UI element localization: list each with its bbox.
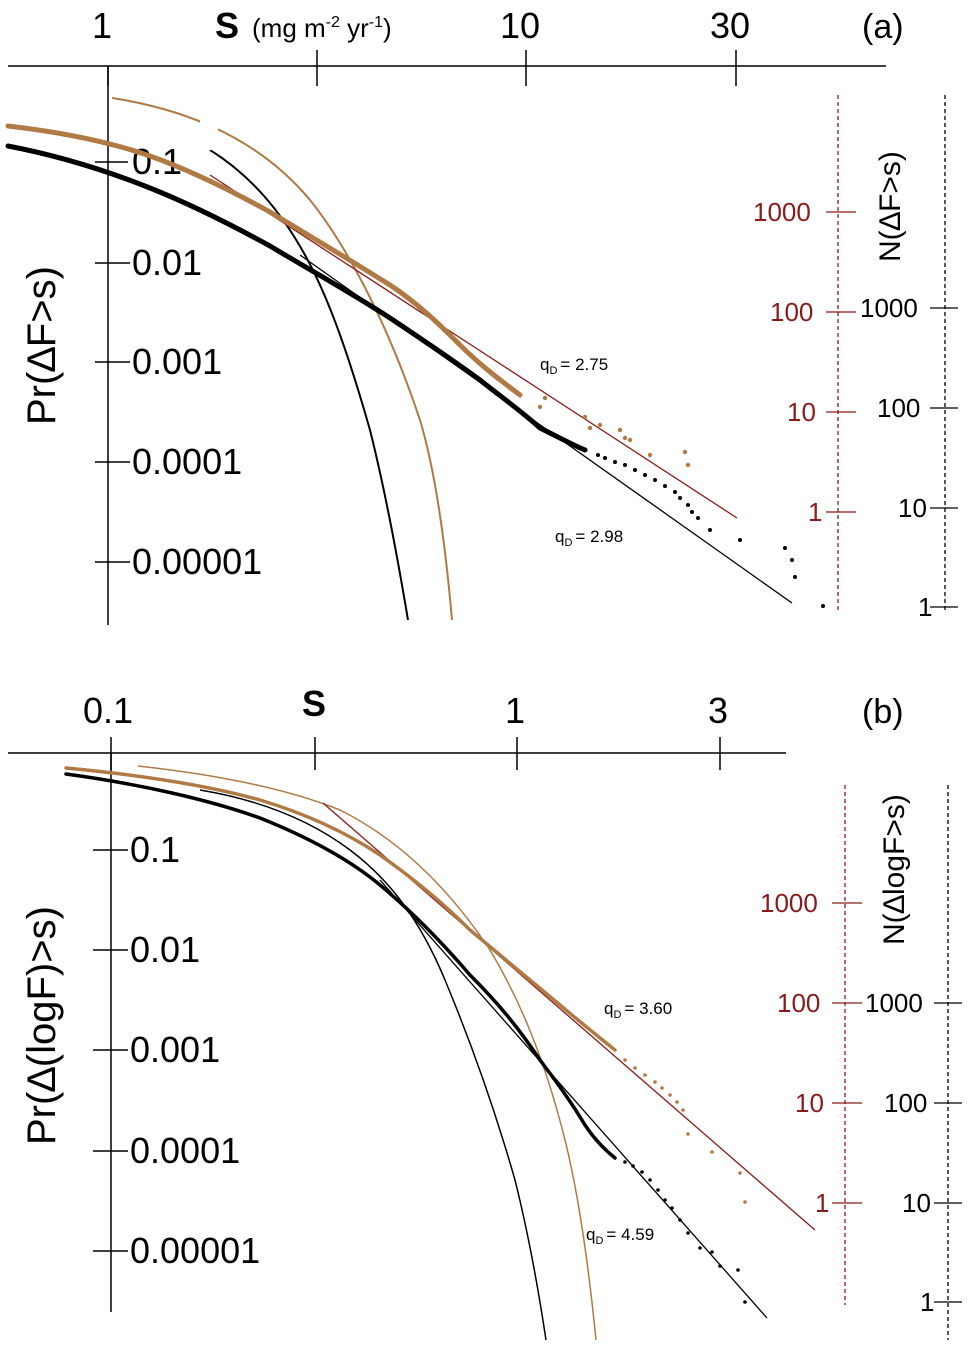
right-tick-b-black-10: 10 xyxy=(902,1188,931,1218)
x-unit-a: (mg m-2 yr-1) xyxy=(252,13,392,43)
right-tick-b-red-1000: 1000 xyxy=(760,888,818,918)
right-tick-b-black-100: 100 xyxy=(884,1088,927,1118)
right-tick-a-red-1: 1 xyxy=(808,497,822,527)
series-b-black-fit xyxy=(379,879,768,1319)
x-tick-label-b-1: 1 xyxy=(505,690,525,731)
y-tick-label-a-0.01: 0.01 xyxy=(132,242,202,283)
right-tick-a-red-10: 10 xyxy=(787,397,816,427)
y-ticks-a xyxy=(95,161,130,563)
right-tick-b-red-100: 100 xyxy=(777,988,820,1018)
right-axis-title-a: N(∆F>s) xyxy=(874,151,907,262)
y-tick-label-a-0.00001: 0.00001 xyxy=(132,541,262,582)
right-tick-a-black-10: 10 xyxy=(898,493,927,523)
annotation-a-brown: qD = 2.75 xyxy=(540,355,608,377)
y-axis-title-a: Pr(∆F>s) xyxy=(20,266,64,425)
y-tick-label-b-0.001: 0.001 xyxy=(130,1029,220,1070)
series-a-brown-exponential xyxy=(111,97,453,621)
right-tick-b-red-1: 1 xyxy=(815,1188,829,1218)
annotation-b-black: qD = 4.59 xyxy=(586,1225,654,1247)
series-a-brown-data xyxy=(5,123,523,398)
series-b-black-exponential xyxy=(199,789,547,1341)
annotation-b-brown: qD = 3.60 xyxy=(604,999,672,1021)
right-tick-a-red-100: 100 xyxy=(770,297,813,327)
right-tick-a-red-1000: 1000 xyxy=(753,197,811,227)
x-tick-label-b-3: 3 xyxy=(708,690,728,731)
y-ticks-b xyxy=(93,849,128,1252)
right-tick-a-black-1: 1 xyxy=(918,592,932,622)
series-b-brown-exponential xyxy=(137,765,597,1341)
right-tick-a-black-1000: 1000 xyxy=(860,293,918,323)
x-tick-label-a-1: 1 xyxy=(92,5,112,46)
y-tick-label-a-0.0001: 0.0001 xyxy=(132,441,242,482)
panel-label-b: (b) xyxy=(862,693,904,731)
right-tick-b-red-10: 10 xyxy=(795,1088,824,1118)
series-b-black-dots xyxy=(623,1160,747,1304)
series-a-brown-fit xyxy=(209,174,738,519)
panel-b: 0.1 1 3 S (b) 0.1 0.01 0.001 0.0001 0.00… xyxy=(8,683,962,1341)
series-b-brown-data xyxy=(64,766,617,1052)
series-b-black-data xyxy=(64,772,617,1160)
x-tick-label-a-30: 30 xyxy=(710,5,750,46)
series-a-black-exponential xyxy=(209,149,409,621)
y-tick-label-b-0.0001: 0.0001 xyxy=(130,1130,240,1171)
y-tick-label-b-0.01: 0.01 xyxy=(130,929,200,970)
series-a-black-data xyxy=(5,143,588,453)
y-tick-label-b-0.1: 0.1 xyxy=(130,829,180,870)
series-a-brown-dots xyxy=(537,395,691,468)
series-a-black-dots xyxy=(596,453,825,608)
right-tick-b-black-1: 1 xyxy=(920,1287,934,1317)
panel-a: 1 10 30 S (mg m-2 yr-1) (a) 0.1 0.01 0.0… xyxy=(5,5,958,625)
x-axis-title-b: S xyxy=(302,683,326,724)
series-b-brown-dots xyxy=(623,1058,747,1204)
y-axis-title-b: Pr(∆(logF)>s) xyxy=(20,906,64,1145)
x-tick-label-b-0.1: 0.1 xyxy=(83,690,133,731)
right-tick-a-black-100: 100 xyxy=(877,393,920,423)
right-axis-title-b: N(∆logF>s) xyxy=(878,794,911,945)
y-tick-label-a-0.001: 0.001 xyxy=(132,341,222,382)
y-tick-label-a-0.1: 0.1 xyxy=(132,141,182,182)
annotation-a-black: qD = 2.98 xyxy=(555,527,623,549)
right-tick-b-black-1000: 1000 xyxy=(865,988,923,1018)
x-tick-label-a-10: 10 xyxy=(500,5,540,46)
x-axis-title-a: S xyxy=(215,5,239,46)
panel-label-a: (a) xyxy=(862,8,904,46)
y-tick-label-b-0.00001: 0.00001 xyxy=(130,1230,260,1271)
